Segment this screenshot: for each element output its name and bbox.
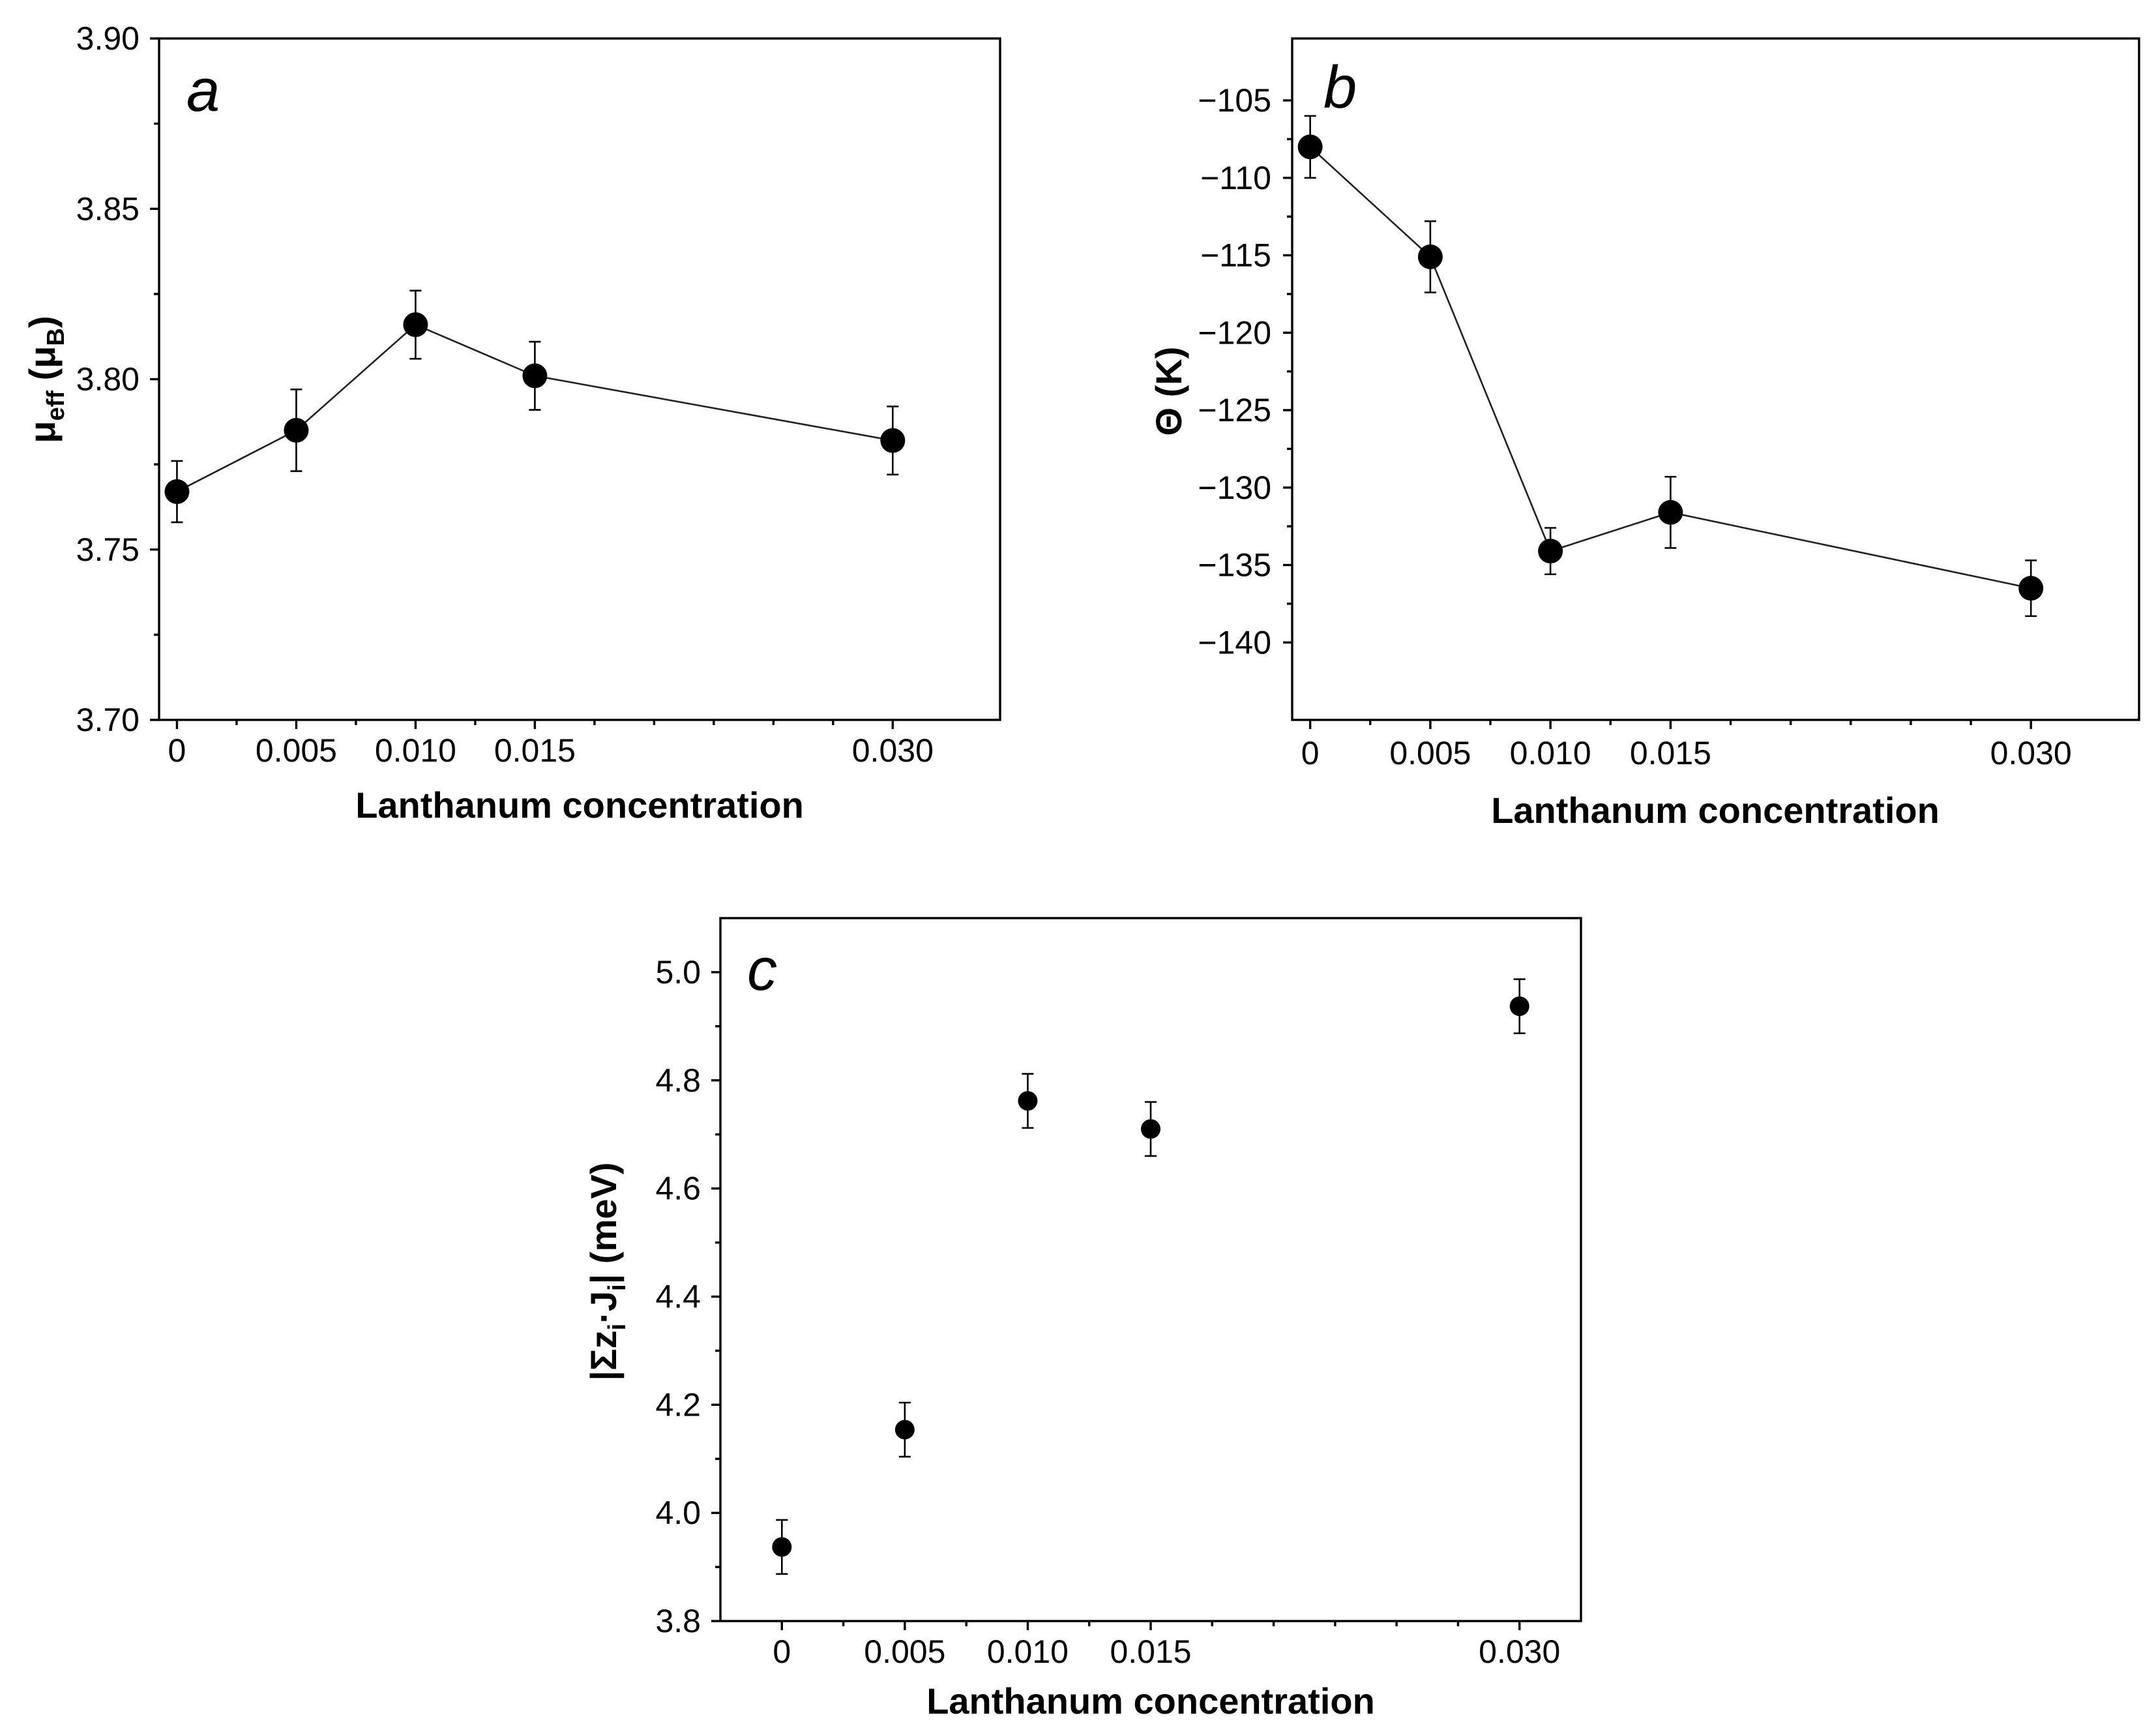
- data-point-c: [1141, 1119, 1160, 1139]
- y-label-c-end: | (meV): [583, 1162, 625, 1284]
- x-tick-label-c: 0: [773, 1633, 791, 1670]
- y-tick-label-a: 3.85: [76, 190, 140, 227]
- x-tick-label-c: 0.015: [1110, 1633, 1191, 1670]
- y-label-a-main: μ: [22, 421, 63, 443]
- y-label-a-unit-sub: B: [42, 328, 70, 346]
- y-tick-label-b: −135: [1198, 547, 1271, 584]
- panel-label-c: c: [747, 936, 777, 1003]
- x-tick-label-a: 0.015: [494, 732, 576, 769]
- data-point-b: [2018, 576, 2044, 601]
- y-tick-label-c: 4.0: [655, 1495, 701, 1531]
- x-tick-label-a: 0: [168, 732, 186, 769]
- y-axis-label-c: |Σzi·Ji| (meV): [583, 1162, 631, 1380]
- plot-frame-a: [158, 37, 1001, 721]
- y-tick-label-c: 4.2: [655, 1386, 701, 1423]
- tick-group-a: 0 0.005 0.010 0.015 0.030 3.70 3.75 3.80 3.85 3.9…: [76, 20, 934, 769]
- y-tick-label-b: −140: [1198, 624, 1271, 661]
- tick-group-b: 0 0.005 0.010 0.015 0.030 −140 −135 −130 −125 −12…: [1198, 82, 2071, 771]
- y-tick-label-c: 3.8: [655, 1603, 701, 1639]
- y-label-c-sub2: i: [604, 1284, 631, 1291]
- y-tick-label-a: 3.75: [76, 531, 140, 568]
- y-tick-label-c: 4.8: [655, 1062, 701, 1099]
- chart-panel-b: b 0 0.005 0.010 0.015 0.030 −140 −135 −130 −125 −…: [1148, 37, 2140, 831]
- x-axis-label-c: Lanthanum concentration: [926, 1680, 1375, 1721]
- y-tick-label-b: −110: [1200, 160, 1271, 196]
- data-point-b: [1417, 244, 1443, 269]
- data-point-b: [1538, 539, 1563, 564]
- y-tick-label-c: 4.4: [655, 1278, 701, 1315]
- data-point-a: [522, 363, 548, 389]
- y-tick-label-b: −105: [1198, 82, 1271, 119]
- y-tick-label-a: 3.70: [76, 702, 140, 738]
- y-label-a-sub: eff: [42, 391, 70, 421]
- y-tick-label-b: −115: [1200, 237, 1271, 274]
- y-tick-label-b: −120: [1198, 314, 1271, 351]
- y-tick-label-c: 5.0: [655, 954, 701, 991]
- series-a: [164, 290, 906, 524]
- data-point-a: [164, 479, 190, 504]
- x-tick-label-b: 0.030: [1990, 735, 2072, 771]
- y-label-c-mid: ·J: [583, 1291, 624, 1324]
- plot-frame-b: [1291, 37, 2140, 721]
- plot-frame-c: [719, 917, 1582, 1622]
- x-axis-label-b: Lanthanum concentration: [1491, 790, 1940, 831]
- x-tick-label-a: 0.030: [852, 732, 934, 769]
- panel-label-a: a: [186, 57, 220, 124]
- x-tick-label-a: 0.005: [256, 732, 337, 769]
- y-label-c-main: |Σz: [583, 1330, 625, 1380]
- data-point-a: [403, 312, 428, 337]
- data-point-a: [284, 417, 309, 443]
- tick-group-c: 0 0.005 0.010 0.015 0.030 3.8 4.0 4.2 4.4 4.6 4.8 5…: [655, 954, 1560, 1670]
- y-axis-label-b: Θ (K): [1148, 347, 1189, 436]
- x-tick-label-c: 0.030: [1479, 1633, 1560, 1670]
- y-tick-label-b: −125: [1198, 392, 1271, 428]
- data-point-c: [1509, 996, 1529, 1017]
- x-tick-label-b: 0.015: [1630, 735, 1711, 771]
- y-tick-label-c: 4.6: [655, 1170, 701, 1207]
- data-point-c: [1018, 1091, 1038, 1111]
- y-tick-label-b: −130: [1198, 469, 1271, 506]
- data-point-c: [894, 1420, 915, 1440]
- y-label-a-unit-close: ): [22, 316, 63, 328]
- chart-panel-c: c 0 0.005 0.010 0.015 0.030 3.8 4.0 4.2 4.4 4.6 4.…: [583, 917, 1582, 1721]
- x-tick-label-c: 0.010: [987, 1633, 1069, 1670]
- y-tick-label-a: 3.90: [76, 20, 140, 57]
- data-point-b: [1658, 499, 1683, 525]
- y-label-a-unit-open: (μ: [22, 346, 63, 390]
- x-tick-label-c: 0.005: [864, 1633, 945, 1670]
- x-tick-label-b: 0.005: [1389, 735, 1471, 771]
- x-tick-label-b: 0.010: [1510, 735, 1591, 771]
- x-tick-label-a: 0.010: [375, 732, 456, 769]
- data-point-a: [880, 428, 906, 453]
- series-c: [772, 978, 1529, 1575]
- x-tick-label-b: 0: [1301, 735, 1320, 771]
- y-axis-label-a: μeff (μB): [22, 316, 70, 443]
- series-b: [1297, 115, 2044, 618]
- panel-label-b: b: [1323, 54, 1357, 121]
- data-point-c: [772, 1537, 792, 1557]
- x-axis-label-a: Lanthanum concentration: [355, 784, 804, 826]
- chart-panel-a: a 0 0.005 0.010 0.015 0.030 3.70 3.75 3.80 3.85 3…: [22, 20, 1001, 826]
- data-point-b: [1297, 134, 1323, 160]
- y-label-c-sub1: i: [604, 1324, 631, 1331]
- y-tick-label-a: 3.80: [76, 361, 140, 398]
